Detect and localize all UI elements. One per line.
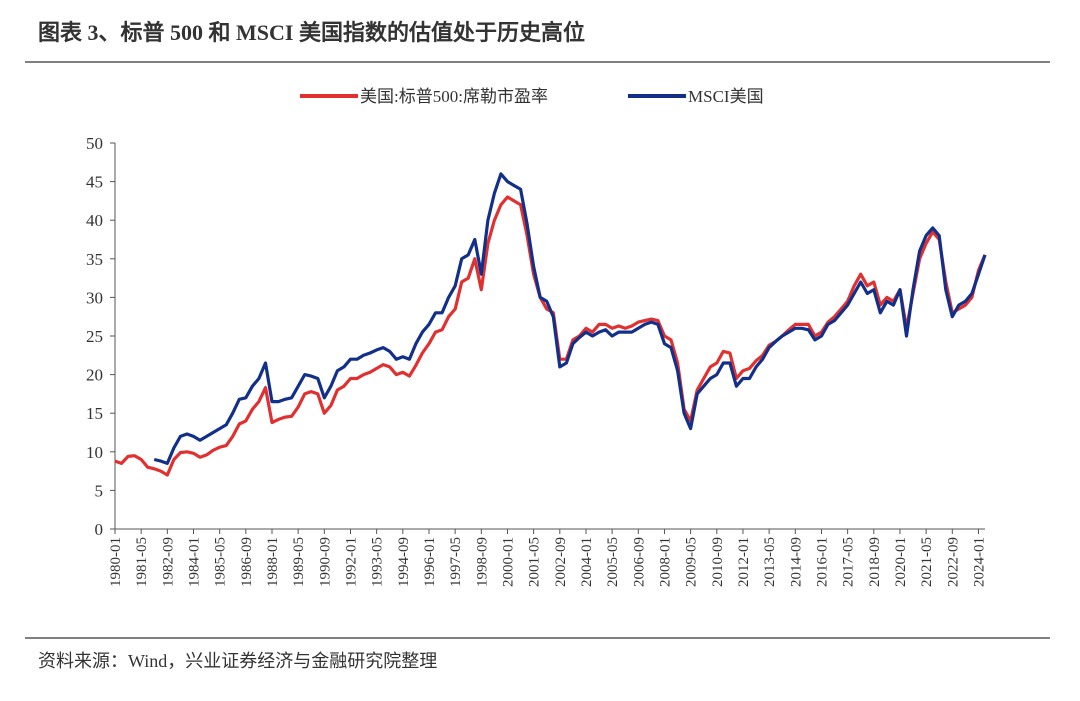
x-tick-label: 2006-09 [631,537,647,587]
x-tick-label: 1988-01 [265,537,281,587]
series-line [114,195,987,477]
x-tick-label: 2022-09 [945,537,961,587]
x-tick-label: 1982-09 [160,537,176,587]
y-tick-label: 10 [86,443,103,462]
y-tick-label: 45 [86,173,103,192]
x-tick-label: 2005-05 [605,537,621,587]
x-tick-label: 1998-09 [474,537,490,587]
x-tick-label: 1981-05 [134,537,150,587]
x-tick-label: 1996-01 [422,537,438,587]
y-tick-label: 0 [95,520,104,539]
x-tick-label: 2010-09 [710,537,726,587]
x-tick-label: 1994-09 [396,537,412,587]
y-tick-label: 30 [86,288,103,307]
x-tick-label: 2000-01 [500,537,516,587]
legend-label: 美国:标普500:席勒市盈率 [360,87,548,106]
x-tick-label: 2014-09 [788,537,804,587]
x-tick-label: 2002-09 [553,537,569,587]
x-tick-label: 2004-01 [579,537,595,587]
x-tick-label: 1997-05 [448,537,464,587]
y-tick-label: 15 [86,404,103,423]
source-note: 资料来源：Wind，兴业证券经济与金融研究院整理 [38,651,437,671]
x-tick-label: 1984-01 [186,537,202,587]
x-tick-label: 2013-05 [762,537,778,587]
y-tick-label: 5 [95,481,104,500]
x-tick-label: 2018-09 [867,537,883,587]
x-tick-label: 2017-05 [841,537,857,587]
x-tick-label: 2020-01 [893,537,909,587]
chart-title: 图表 3、标普 500 和 MSCI 美国指数的估值处于历史高位 [38,20,585,45]
x-tick-label: 2009-05 [684,537,700,587]
x-tick-label: 1985-05 [213,537,229,587]
y-tick-label: 20 [86,366,103,385]
x-tick-label: 1990-09 [317,537,333,587]
series-line [153,172,987,465]
x-tick-label: 1986-09 [239,537,255,587]
x-tick-label: 2001-05 [527,537,543,587]
x-tick-label: 1980-01 [108,537,124,587]
legend-label: MSCI美国 [688,87,764,106]
y-tick-label: 35 [86,250,103,269]
x-tick-label: 1992-01 [343,537,359,587]
x-tick-label: 2012-01 [736,537,752,587]
x-tick-label: 2016-01 [814,537,830,587]
y-tick-label: 50 [86,134,103,153]
x-tick-label: 2021-05 [919,537,935,587]
x-tick-label: 2024-01 [971,537,987,587]
x-tick-label: 2008-01 [657,537,673,587]
y-tick-label: 25 [86,327,103,346]
x-tick-label: 1993-05 [370,537,386,587]
y-tick-label: 40 [86,211,103,230]
x-tick-label: 1989-05 [291,537,307,587]
